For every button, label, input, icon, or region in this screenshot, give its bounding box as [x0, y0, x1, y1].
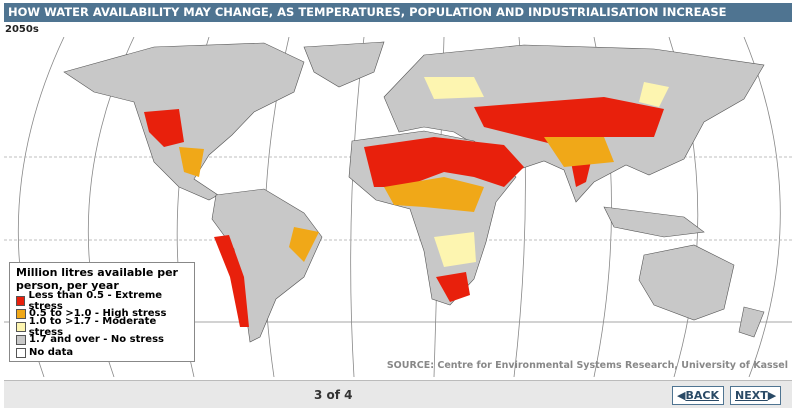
- subtitle: 2050s: [5, 24, 39, 35]
- page-position: 3 of 4: [314, 388, 353, 402]
- legend-item: 1.0 to >1.7 - Moderate stress: [16, 316, 188, 338]
- pager-bar: 3 of 4 ◀BACK NEXT▶: [4, 380, 792, 408]
- legend-label: 1.7 and over - No stress: [29, 334, 164, 345]
- legend-label: 1.0 to >1.7 - Moderate stress: [28, 315, 157, 338]
- legend-swatch: [16, 295, 26, 306]
- legend-swatch: [16, 334, 26, 345]
- next-button[interactable]: NEXT▶: [730, 386, 782, 405]
- map: [4, 37, 792, 377]
- title: HOW WATER AVAILABILITY MAY CHANGE, AS TE…: [4, 3, 792, 22]
- legend-label: Less than 0.5 - Extreme stress: [28, 289, 163, 312]
- legend-items: Less than 0.5 - Extreme stress 0.5 to >1.…: [16, 290, 188, 359]
- source: SOURCE: Centre for Environmental Systems…: [386, 360, 788, 371]
- legend-title: Million litres available per person, per…: [16, 266, 178, 292]
- legend-label: No data: [29, 347, 74, 358]
- legend: Million litres available per person, per…: [9, 262, 195, 362]
- legend-swatch: [16, 308, 26, 319]
- legend-item: No data: [16, 346, 188, 359]
- legend-swatch: [16, 347, 26, 358]
- back-button[interactable]: ◀BACK: [672, 386, 724, 405]
- back-label[interactable]: BACK: [685, 389, 719, 402]
- legend-item: Less than 0.5 - Extreme stress: [16, 290, 188, 312]
- legend-item: 1.7 and over - No stress: [16, 333, 188, 346]
- legend-label: 0.5 to >1.0 - High stress: [29, 308, 167, 319]
- next-label[interactable]: NEXT: [735, 389, 768, 402]
- legend-swatch: [16, 321, 26, 332]
- legend-item: 0.5 to >1.0 - High stress: [16, 307, 188, 320]
